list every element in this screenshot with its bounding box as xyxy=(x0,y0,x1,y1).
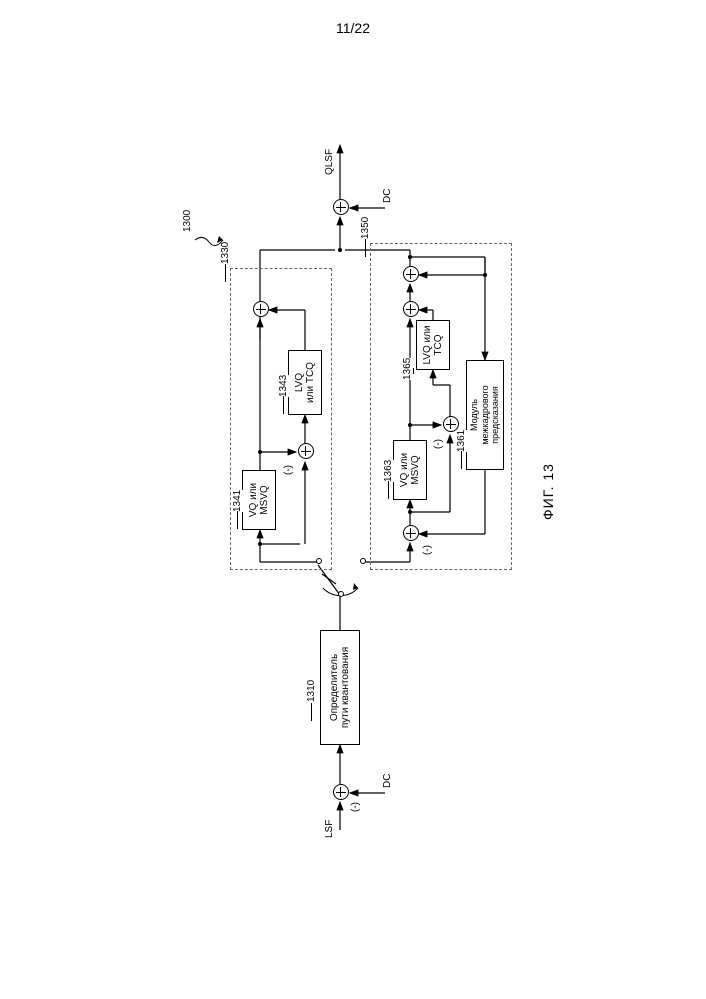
block-1365-text: LVQ или TCQ xyxy=(422,325,445,364)
switch-upper-contact xyxy=(316,558,322,564)
ref-1310: 1310 xyxy=(306,680,317,702)
block-1343: LVQ или TCQ xyxy=(288,350,322,415)
upper-output-summer xyxy=(253,301,269,317)
block-1343-text: LVQ или TCQ xyxy=(294,362,317,403)
block-1361-text: Модуль межкадрового предсказания xyxy=(469,385,500,444)
diagram-canvas: Определитель пути квантования VQ или MSV… xyxy=(140,120,560,840)
dot-3 xyxy=(408,510,412,514)
label-qlsf: QLSF xyxy=(324,149,335,175)
lead-1365 xyxy=(413,368,414,374)
ref-1330: 1330 xyxy=(220,242,231,264)
block-1365: LVQ или TCQ xyxy=(416,320,450,370)
block-1363-text: VQ или MSVQ xyxy=(399,453,422,487)
upper-subtract-summer xyxy=(298,443,314,459)
label-minus-in: (-) xyxy=(350,802,361,812)
lower-mid-summer xyxy=(403,301,419,317)
block-1363: VQ или MSVQ xyxy=(393,440,427,500)
ref-1361: 1361 xyxy=(456,430,467,452)
ref-1341: 1341 xyxy=(232,490,243,512)
lead-1341 xyxy=(237,511,238,529)
dot-1 xyxy=(258,542,262,546)
ref-1300: 1300 xyxy=(182,210,193,232)
ref-1363: 1363 xyxy=(383,460,394,482)
lead-1343 xyxy=(283,396,284,414)
lead-1363 xyxy=(388,481,389,499)
dot-4 xyxy=(408,423,412,427)
lower-pre-summer xyxy=(403,525,419,541)
dot-2 xyxy=(258,450,262,454)
switch-lower-contact xyxy=(360,558,366,564)
label-lsf: LSF xyxy=(324,820,335,838)
dot-5 xyxy=(408,255,412,259)
block-1310: Определитель пути квантования xyxy=(320,630,360,745)
block-1361: Модуль межкадрового предсказания xyxy=(466,360,504,470)
output-summer xyxy=(333,199,349,215)
input-summer xyxy=(333,784,349,800)
lead-1361 xyxy=(461,451,462,469)
label-dc-in: DC xyxy=(382,774,393,788)
dot-7 xyxy=(338,248,342,252)
diagram-rotated-container: Определитель пути квантования VQ или MSV… xyxy=(0,190,706,770)
figure-caption: ФИГ. 13 xyxy=(540,463,556,520)
page-number: 11/22 xyxy=(0,20,706,36)
label-minus-lower-sub: (-) xyxy=(433,439,444,449)
lead-1310 xyxy=(311,703,312,721)
block-1310-text: Определитель пути квантования xyxy=(329,647,352,728)
ref-1343: 1343 xyxy=(278,375,289,397)
block-1341-text: VQ или MSVQ xyxy=(248,483,271,517)
lead-1350 xyxy=(365,239,366,257)
label-minus-lower-pre: (-) xyxy=(422,545,433,555)
block-1341: VQ или MSVQ xyxy=(242,470,276,530)
switch-pivot xyxy=(338,591,344,597)
ref-1350: 1350 xyxy=(360,217,371,239)
label-dc-out: DC xyxy=(382,189,393,203)
lead-1330 xyxy=(225,264,226,282)
lower-post-summer xyxy=(403,266,419,282)
ref-1365: 1365 xyxy=(402,358,413,380)
dot-6 xyxy=(483,273,487,277)
label-minus-upper: (-) xyxy=(283,465,294,475)
